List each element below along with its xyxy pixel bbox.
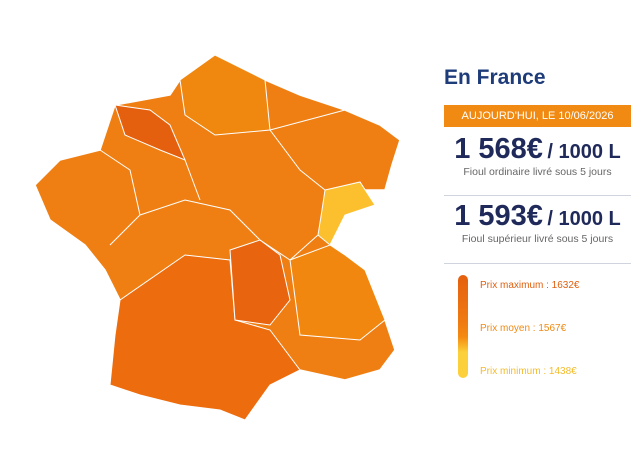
legend-mean: Prix moyen : 1567€ [480,323,567,334]
region-alps [289,244,386,341]
price-amount: 1 568€ [454,133,543,165]
date-badge: AUJOURD'HUI, LE 10/06/2026 [444,105,631,127]
price-block: 1 593€ / 1000 L Fioul supérieur livré so… [444,200,631,245]
france-map [34,54,401,421]
title: En France [444,66,546,89]
border [269,129,326,191]
border [184,159,201,201]
region-south-west [109,254,301,421]
region-franche-comte [317,181,376,246]
separator [444,263,631,264]
legend-min: Prix minimum : 1438€ [480,366,577,377]
region-borders [99,109,346,261]
price-block: 1 568€ / 1000 L Fioul ordinaire livré so… [444,133,631,178]
legend-gradient [458,275,468,378]
border [269,109,346,131]
price-amount: 1 593€ [454,200,543,232]
price-unit: / 1000 L [547,141,621,163]
legend-max: Prix maximum : 1632€ [480,280,580,291]
border [259,234,319,261]
price-unit: / 1000 L [547,208,621,230]
border [139,199,261,241]
price-description: Fioul supérieur livré sous 5 jours [461,233,614,245]
price-description: Fioul ordinaire livré sous 5 jours [463,166,612,178]
separator [444,195,631,196]
border [99,149,141,246]
